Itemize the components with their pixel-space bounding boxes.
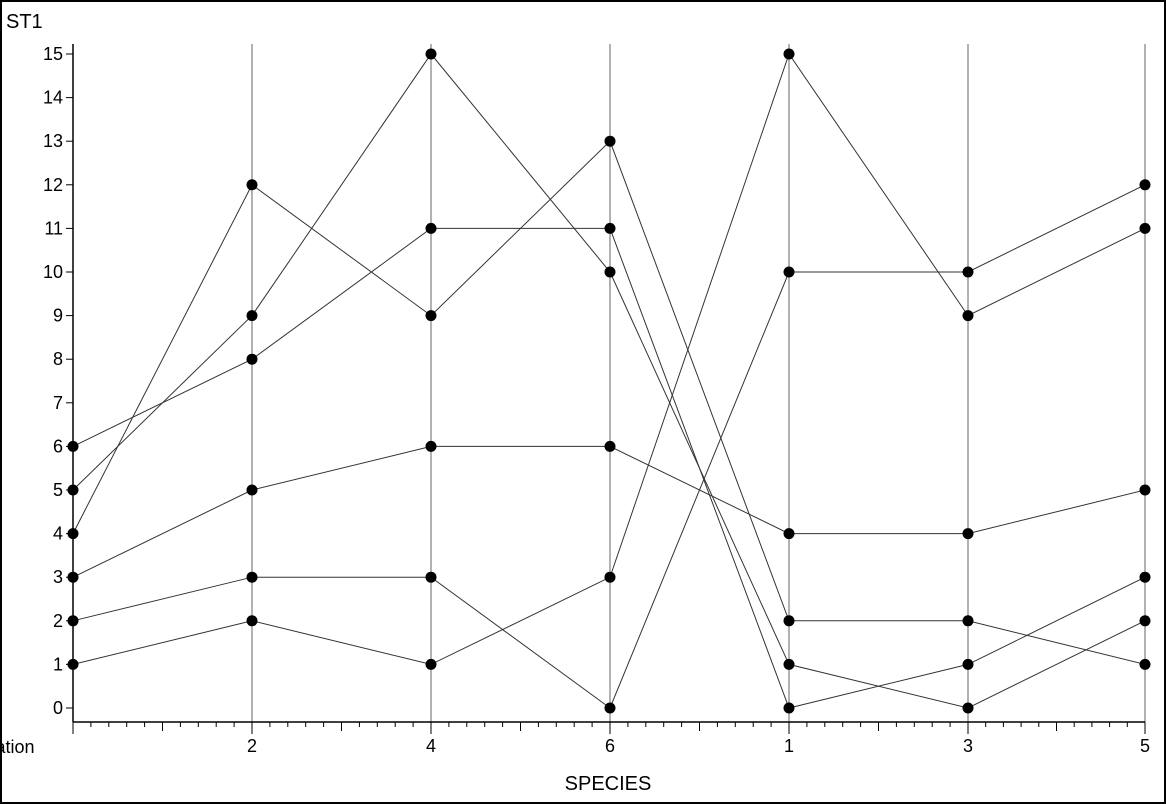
data-point-s1-c2 bbox=[425, 571, 437, 583]
data-point-s0-c3 bbox=[604, 571, 616, 583]
data-point-s3-c1 bbox=[246, 179, 258, 191]
y-tick-label-11: 11 bbox=[44, 218, 63, 238]
x-tick-label-2: 4 bbox=[426, 736, 436, 756]
data-point-s0-c1 bbox=[246, 615, 258, 627]
data-point-s4-c0 bbox=[67, 484, 79, 496]
data-point-s2-c3 bbox=[604, 440, 616, 452]
y-tick-label-4: 4 bbox=[53, 524, 63, 544]
data-point-s2-c0 bbox=[67, 571, 79, 583]
y-tick-label-7: 7 bbox=[53, 393, 63, 413]
x-tick-label-3: 6 bbox=[605, 736, 615, 756]
data-point-s2-c2 bbox=[425, 440, 437, 452]
data-point-s1-c6 bbox=[1139, 179, 1151, 191]
data-point-s1-c4 bbox=[783, 266, 795, 278]
data-point-s0-c4 bbox=[783, 48, 795, 60]
y-tick-label-10: 10 bbox=[43, 262, 63, 282]
x-axis-label: SPECIES bbox=[565, 773, 652, 795]
y-tick-label-6: 6 bbox=[53, 436, 63, 456]
data-point-s3-c3 bbox=[604, 135, 616, 147]
data-point-s4-c6 bbox=[1139, 615, 1151, 627]
y-tick-label-8: 8 bbox=[53, 349, 63, 369]
y-tick-label-13: 13 bbox=[43, 131, 63, 151]
data-point-s0-c2 bbox=[425, 658, 437, 670]
data-point-s1-c1 bbox=[246, 571, 258, 583]
data-point-s3-c6 bbox=[1139, 658, 1151, 670]
y-tick-label-1: 1 bbox=[53, 654, 63, 674]
y-tick-label-0: 0 bbox=[53, 698, 63, 718]
x-tick-label-6: 5 bbox=[1140, 736, 1150, 756]
x-tick-label-4: 1 bbox=[784, 736, 794, 756]
x-tick-label-0: station bbox=[0, 737, 35, 757]
y-tick-label-5: 5 bbox=[53, 480, 63, 500]
y-tick-label-12: 12 bbox=[43, 175, 63, 195]
x-tick-label-5: 3 bbox=[963, 736, 973, 756]
data-point-s2-c4 bbox=[783, 528, 795, 540]
y-tick-label-9: 9 bbox=[53, 306, 63, 326]
data-point-s2-c6 bbox=[1139, 484, 1151, 496]
y-tick-label-2: 2 bbox=[53, 611, 63, 631]
data-point-s2-c1 bbox=[246, 484, 258, 496]
data-point-s1-c0 bbox=[67, 615, 79, 627]
data-point-s5-c5 bbox=[962, 658, 974, 670]
data-point-s3-c4 bbox=[783, 615, 795, 627]
data-point-s5-c3 bbox=[604, 222, 616, 234]
data-point-s5-c0 bbox=[67, 440, 79, 452]
data-point-s4-c1 bbox=[246, 310, 258, 322]
data-point-s5-c2 bbox=[425, 222, 437, 234]
data-point-s5-c1 bbox=[246, 353, 258, 365]
data-point-s0-c6 bbox=[1139, 222, 1151, 234]
data-point-s5-c6 bbox=[1139, 571, 1151, 583]
data-point-s1-c3 bbox=[604, 702, 616, 714]
data-point-s0-c5 bbox=[962, 310, 974, 322]
data-point-s2-c5 bbox=[962, 528, 974, 540]
data-point-s3-c5 bbox=[962, 615, 974, 627]
data-point-s4-c3 bbox=[604, 266, 616, 278]
data-point-s4-c2 bbox=[425, 48, 437, 60]
data-point-s0-c0 bbox=[67, 658, 79, 670]
y-axis-label: ST1 bbox=[6, 11, 43, 33]
data-point-s4-c4 bbox=[783, 658, 795, 670]
data-point-s1-c5 bbox=[962, 266, 974, 278]
y-tick-label-15: 15 bbox=[43, 44, 63, 64]
y-tick-label-14: 14 bbox=[43, 88, 63, 108]
data-point-s3-c0 bbox=[67, 528, 79, 540]
data-point-s4-c5 bbox=[962, 702, 974, 714]
y-tick-label-3: 3 bbox=[53, 567, 63, 587]
x-tick-label-1: 2 bbox=[247, 736, 257, 756]
data-point-s3-c2 bbox=[425, 310, 437, 322]
data-points bbox=[67, 48, 1151, 714]
vertical-grid bbox=[251, 44, 1146, 722]
x-tick-labels: station 2 4 6 1 3 5 bbox=[0, 736, 1150, 757]
data-point-s5-c4 bbox=[783, 702, 795, 714]
